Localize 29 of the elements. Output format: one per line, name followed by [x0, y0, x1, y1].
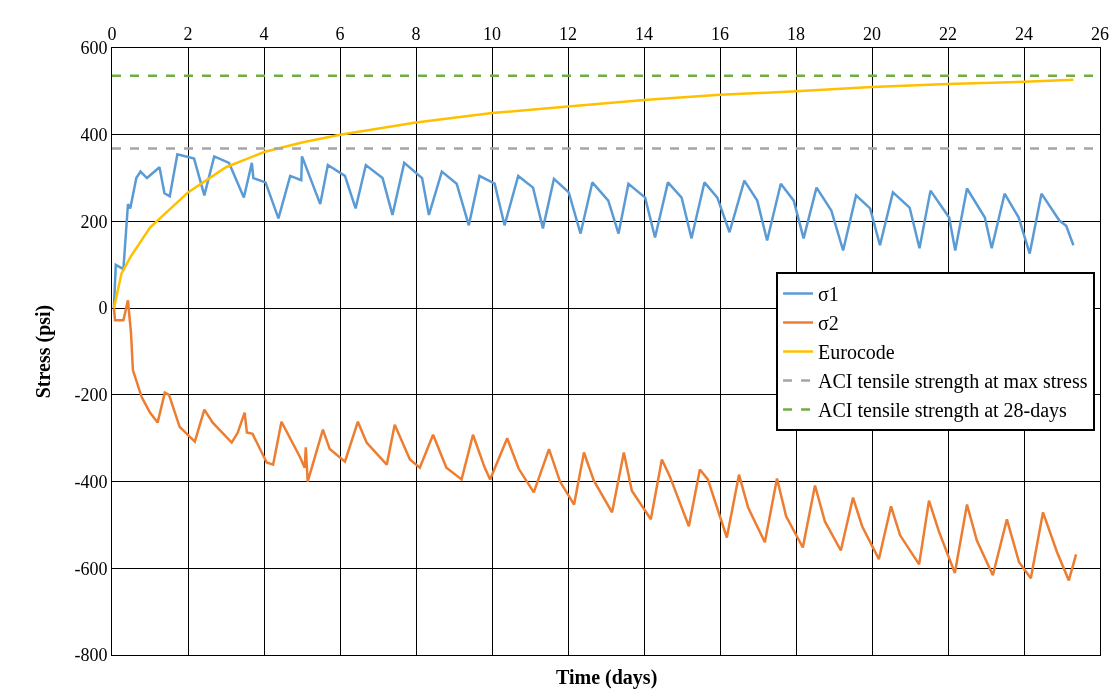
x-tick-label: 4 — [259, 23, 269, 44]
legend-label: σ2 — [818, 312, 839, 335]
x-axis-title: Time (days) — [556, 666, 658, 689]
legend-label: ACI tensile strength at 28-days — [818, 399, 1068, 423]
line-series — [112, 78, 1075, 310]
x-tick-label: 22 — [939, 23, 957, 44]
x-tick-label: 6 — [335, 23, 345, 44]
y-tick-label: -200 — [74, 385, 108, 406]
x-tick-label: 26 — [1091, 23, 1109, 44]
x-tick-label: 24 — [1015, 23, 1033, 44]
y-tick-label: 200 — [80, 211, 108, 232]
y-tick-label: -800 — [74, 645, 108, 666]
y-tick-label: 600 — [80, 38, 108, 59]
x-tick-label: 10 — [483, 23, 501, 44]
x-tick-label: 14 — [635, 23, 653, 44]
y-tick-label: 400 — [80, 125, 108, 146]
x-tick-label: 2 — [183, 23, 193, 44]
x-tick-label: 18 — [787, 23, 805, 44]
legend-label: ACI tensile strength at max stress — [818, 370, 1088, 394]
x-tick-label: 20 — [863, 23, 881, 44]
legend-label: Eurocode — [818, 341, 895, 364]
y-tick-label: 0 — [98, 298, 108, 319]
x-tick-label: 12 — [559, 23, 577, 44]
y-tick-label: -400 — [74, 471, 108, 492]
x-tick-label: 8 — [411, 23, 421, 44]
x-tick-label: 16 — [711, 23, 729, 44]
y-tick-label: -600 — [74, 558, 108, 579]
legend-label: σ1 — [818, 283, 839, 306]
y-axis-title: Stress (psi) — [31, 304, 55, 399]
